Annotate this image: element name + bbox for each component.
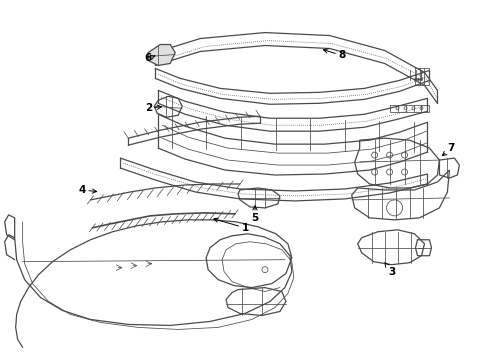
Circle shape [420, 78, 423, 81]
Text: 2: 2 [145, 103, 161, 113]
Text: 4: 4 [79, 185, 97, 195]
Text: 6: 6 [145, 54, 155, 63]
Polygon shape [148, 45, 175, 66]
Text: 5: 5 [251, 206, 259, 223]
Text: 3: 3 [385, 263, 395, 276]
Circle shape [417, 78, 420, 81]
Circle shape [415, 78, 416, 81]
Text: 7: 7 [442, 143, 455, 156]
Text: 1: 1 [214, 218, 248, 233]
Text: 8: 8 [323, 49, 345, 60]
